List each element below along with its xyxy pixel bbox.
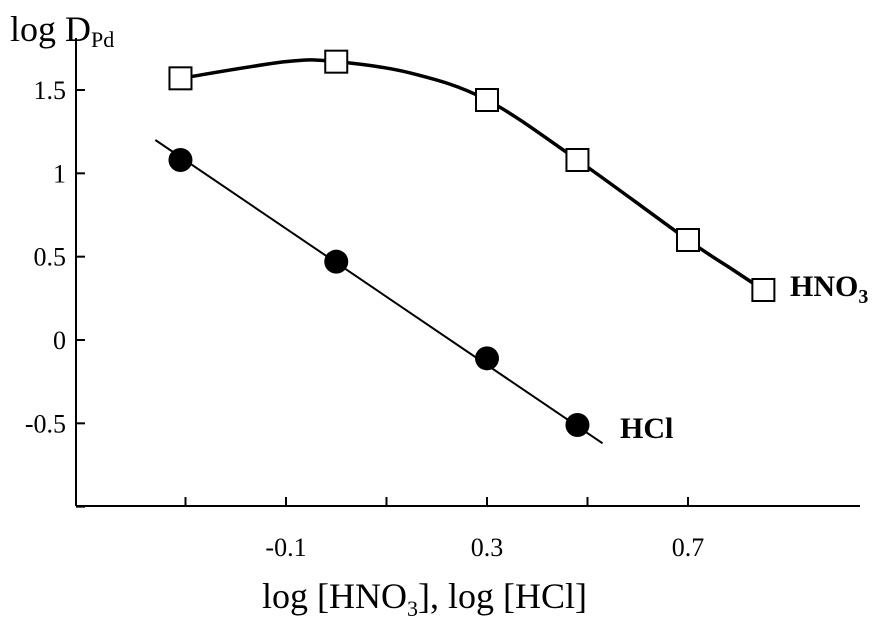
marker-hcl <box>324 249 349 274</box>
series-label-hcl-main: HCl <box>620 412 674 445</box>
marker-hno3 <box>751 278 776 302</box>
series-label-hno3-main: HNO <box>790 270 859 303</box>
y-tick-label: 0 <box>53 326 66 355</box>
marker-hcl <box>565 413 590 437</box>
y-tick-label: -0.5 <box>25 409 66 438</box>
ticks: -0.5 0 0.5 1 1.5 -0.1 0.3 0.7 <box>25 76 704 562</box>
series-label-hno3: HNO3 <box>790 270 868 308</box>
marker-hno3 <box>565 148 590 172</box>
x-tick-label: 0.7 <box>672 533 705 562</box>
marker-hno3 <box>168 66 193 91</box>
x-tick-label: -0.1 <box>265 533 306 562</box>
axes <box>75 38 860 507</box>
marker-hno3 <box>324 49 349 74</box>
y-tick-label: 1 <box>53 159 66 188</box>
marker-hno3 <box>475 88 499 112</box>
marker-hcl <box>168 148 193 172</box>
series-label-hcl: HCl <box>620 412 673 446</box>
marker-hno3 <box>676 228 700 252</box>
x-tick-label: 0.3 <box>471 533 504 562</box>
marker-hcl <box>475 346 499 371</box>
x-axis-label-sub: 3 <box>406 596 418 621</box>
x-axis-label-pre: log [HNO <box>262 576 407 616</box>
series-layer <box>154 49 776 445</box>
x-axis-label-post: ], log [HCl] <box>417 576 587 616</box>
y-axis-label: log DPd <box>10 8 115 52</box>
y-tick-label: 1.5 <box>34 76 67 105</box>
series-line-hno3 <box>180 58 765 292</box>
y-axis-label-sub: Pd <box>91 27 115 52</box>
series-label-hno3-sub: 3 <box>858 286 869 308</box>
series-line-hcl <box>154 139 604 445</box>
y-axis-label-main: log D <box>10 9 91 49</box>
y-tick-label: 0.5 <box>34 243 67 272</box>
